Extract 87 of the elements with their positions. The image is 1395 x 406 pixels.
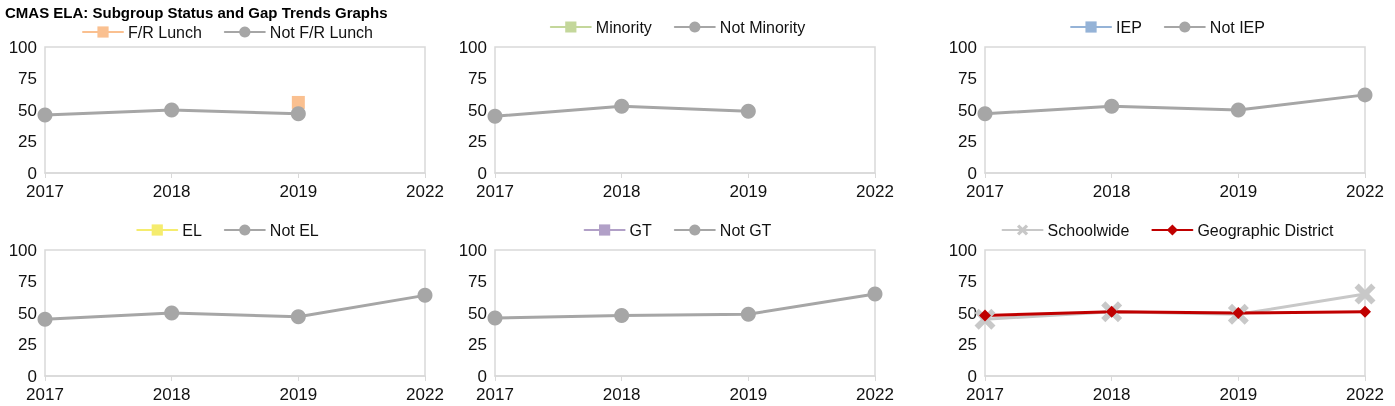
point xyxy=(977,106,993,122)
legend-label: Not Minority xyxy=(719,18,806,36)
y-tick-label: 100 xyxy=(458,240,487,260)
point xyxy=(1354,283,1376,305)
y-tick-label: 0 xyxy=(967,366,977,386)
point xyxy=(290,106,306,122)
y-tick-label: 50 xyxy=(468,303,487,323)
chart-title: CMAS ELA: Subgroup Status and Gap Trends Graphs xyxy=(5,4,388,21)
y-tick-label: 75 xyxy=(468,272,487,291)
y-tick-label: 0 xyxy=(27,366,37,386)
x-tick-label: 2022 xyxy=(406,182,444,201)
x-tick-label: 2019 xyxy=(1219,182,1258,201)
x-tick-label: 2018 xyxy=(602,182,641,201)
legend-label: Not F/R Lunch xyxy=(269,23,373,41)
y-tick-label: 25 xyxy=(468,132,487,151)
y-tick-label: 25 xyxy=(18,132,37,151)
y-tick-label: 75 xyxy=(18,272,37,291)
y-tick-label: 100 xyxy=(948,240,977,260)
y-tick-label: 50 xyxy=(18,100,37,120)
point xyxy=(1357,87,1373,103)
y-tick-label: 50 xyxy=(18,303,37,323)
y-tick-label: 0 xyxy=(477,163,487,183)
legend-label: Not EL xyxy=(269,221,319,239)
x-tick-label: 2017 xyxy=(26,182,64,201)
y-tick-label: 100 xyxy=(458,37,487,57)
y-tick-label: 25 xyxy=(958,335,977,354)
point xyxy=(867,286,883,302)
y-tick-label: 50 xyxy=(958,100,977,120)
x-tick-label: 2019 xyxy=(729,385,768,404)
y-tick-label: 25 xyxy=(958,132,977,151)
point xyxy=(614,308,630,324)
point xyxy=(417,287,433,303)
point xyxy=(1359,305,1371,318)
y-tick-label: 100 xyxy=(8,37,37,57)
x-tick-label: 2017 xyxy=(476,385,514,404)
point xyxy=(614,98,630,114)
y-tick-label: 0 xyxy=(27,163,37,183)
y-tick-label: 75 xyxy=(18,69,37,88)
y-tick-label: 100 xyxy=(8,240,37,260)
x-tick-label: 2022 xyxy=(856,385,894,404)
legend-label: F/R Lunch xyxy=(128,23,202,41)
point xyxy=(740,103,756,119)
legend-label: Minority xyxy=(595,18,652,36)
x-tick-label: 2022 xyxy=(1346,182,1384,201)
x-tick-label: 2022 xyxy=(1346,385,1384,404)
point xyxy=(37,107,53,123)
legend-label: Not GT xyxy=(719,221,772,239)
x-tick-label: 2022 xyxy=(406,385,444,404)
legend-label: Not IEP xyxy=(1209,18,1265,36)
y-tick-label: 75 xyxy=(958,69,977,88)
x-tick-label: 2018 xyxy=(152,182,191,201)
legend-label: Geographic District xyxy=(1197,221,1334,239)
y-tick-label: 25 xyxy=(468,335,487,354)
y-tick-label: 75 xyxy=(468,69,487,88)
y-tick-label: 0 xyxy=(967,163,977,183)
x-tick-label: 2018 xyxy=(152,385,191,404)
x-tick-label: 2019 xyxy=(279,182,318,201)
point xyxy=(1230,102,1246,118)
point xyxy=(740,306,756,322)
x-tick-label: 2017 xyxy=(476,182,514,201)
point xyxy=(290,309,306,325)
point xyxy=(487,310,503,326)
x-tick-label: 2019 xyxy=(279,385,318,404)
x-tick-label: 2018 xyxy=(602,385,641,404)
y-tick-label: 50 xyxy=(958,303,977,323)
x-tick-label: 2019 xyxy=(1219,385,1258,404)
point xyxy=(37,311,53,327)
x-tick-label: 2019 xyxy=(729,182,768,201)
point xyxy=(164,102,180,118)
y-tick-label: 25 xyxy=(18,335,37,354)
legend-label: EL xyxy=(182,221,202,239)
point xyxy=(164,305,180,321)
x-tick-label: 2017 xyxy=(966,385,1004,404)
point xyxy=(1104,98,1120,114)
x-tick-label: 2017 xyxy=(966,182,1004,201)
y-tick-label: 50 xyxy=(468,100,487,120)
y-tick-label: 0 xyxy=(477,366,487,386)
legend-label: Schoolwide xyxy=(1047,221,1130,239)
legend-label: GT xyxy=(629,221,653,239)
point xyxy=(487,108,503,124)
y-tick-label: 75 xyxy=(958,272,977,291)
x-tick-label: 2018 xyxy=(1092,385,1131,404)
legend-label: IEP xyxy=(1116,18,1142,36)
x-tick-label: 2018 xyxy=(1092,182,1131,201)
x-tick-label: 2022 xyxy=(856,182,894,201)
x-tick-label: 2017 xyxy=(26,385,64,404)
y-tick-label: 100 xyxy=(948,37,977,57)
